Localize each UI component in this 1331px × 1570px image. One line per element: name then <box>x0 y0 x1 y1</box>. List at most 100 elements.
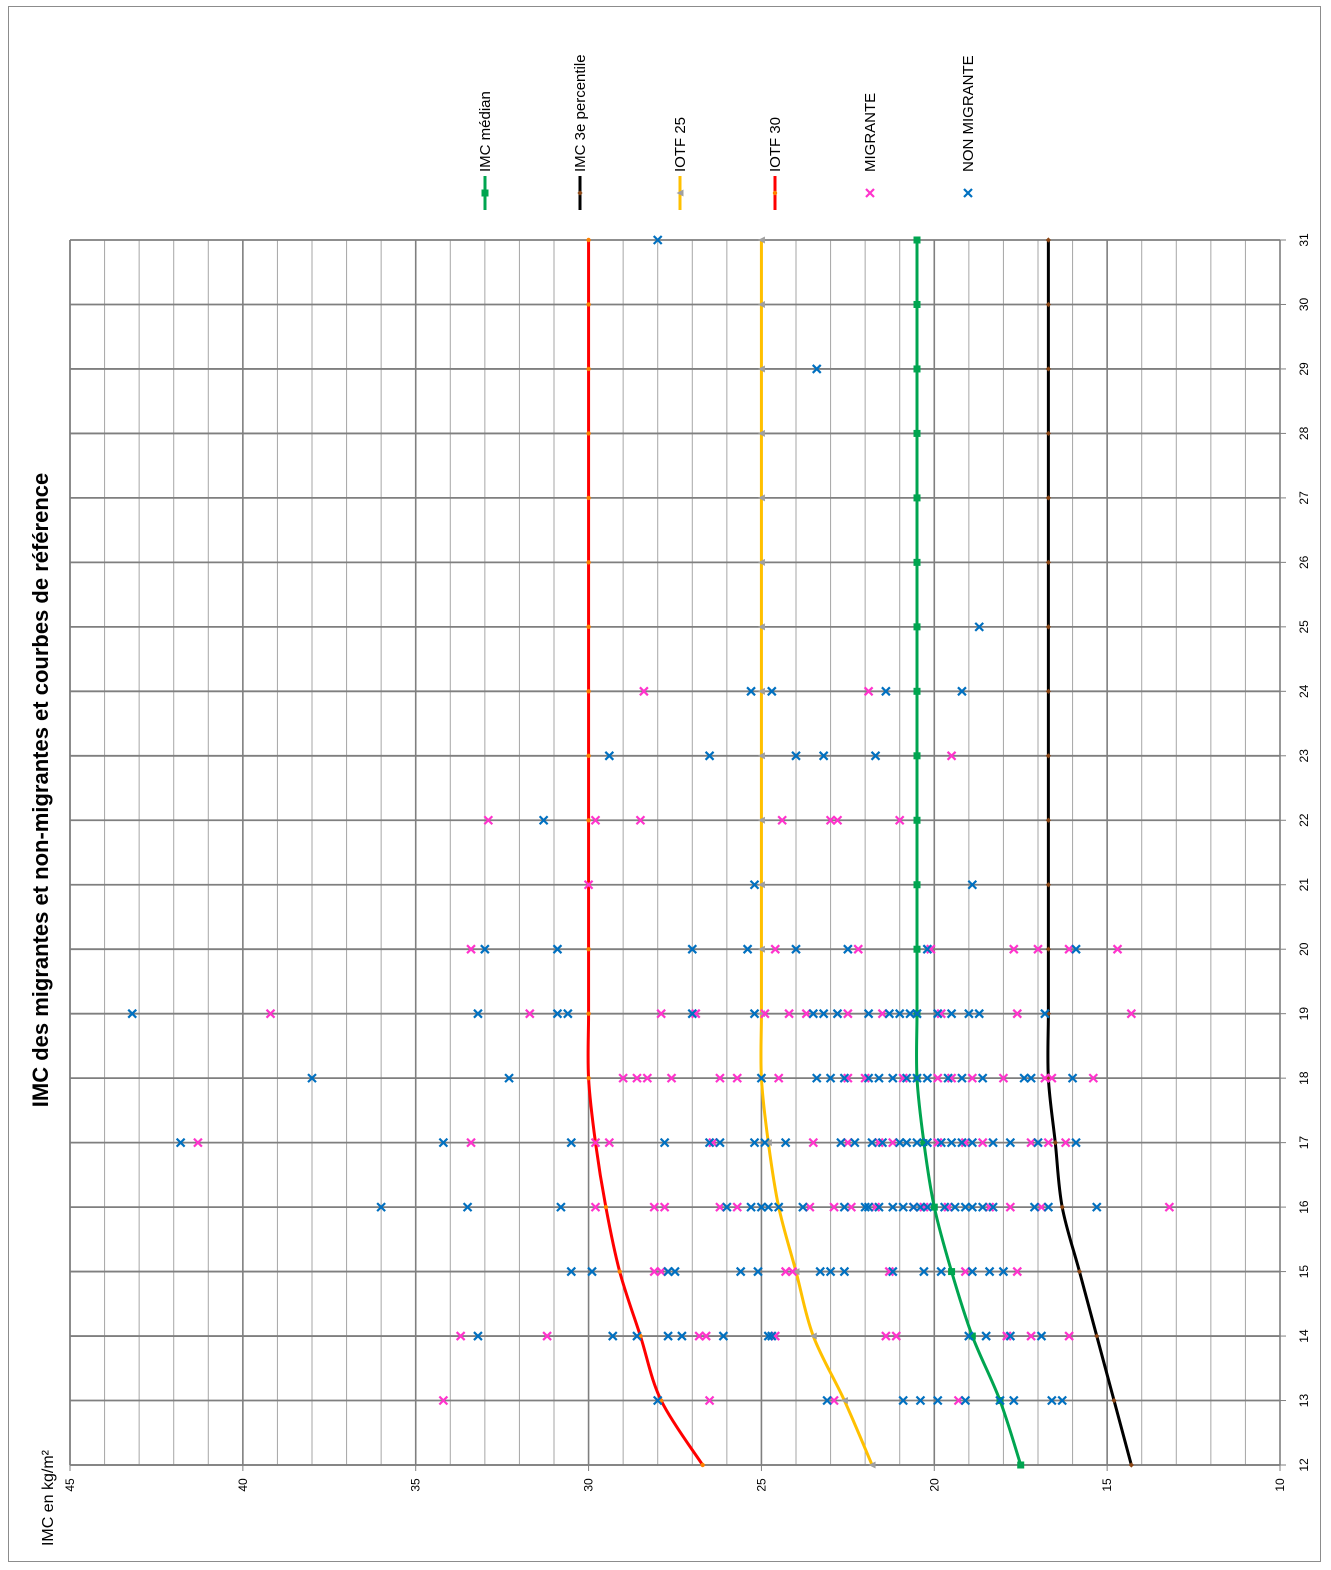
point-iotf-30 <box>586 1011 591 1016</box>
point-non-migrante <box>749 1008 760 1019</box>
point-non-migrante <box>839 1202 850 1212</box>
tick-labels: 12 13 14 15 16 17 18 19 20 21 22 23 24 25 26 27 28 29 30 31… <box>63 233 1311 1492</box>
point-migrante <box>926 944 936 954</box>
legend-marker-imc-3e-percentile <box>577 190 583 196</box>
point-iotf-25 <box>757 687 765 695</box>
point-migrante <box>1033 944 1043 954</box>
point-non-migrante <box>438 1137 449 1148</box>
series-line-imc-3e-percentile <box>1046 240 1133 1466</box>
x-tick-label: 28 <box>1297 426 1311 440</box>
point-non-migrante <box>922 944 933 954</box>
point-non-migrante <box>957 1137 967 1148</box>
point-migrante <box>604 1137 615 1148</box>
point-iotf-25 <box>868 1461 876 1469</box>
point-migrante <box>1009 944 1019 954</box>
point-non-migrante <box>867 1137 877 1148</box>
x-tick-label: 22 <box>1297 813 1311 827</box>
point-non-migrante <box>977 1202 988 1212</box>
legend-marker-migrante <box>865 188 875 198</box>
point-migrante <box>960 1266 971 1277</box>
point-migrante <box>590 1137 601 1148</box>
point-imc-3e-percentile <box>1045 817 1051 823</box>
point-imc-3e-percentile <box>1045 753 1051 759</box>
point-non-migrante <box>894 1008 905 1019</box>
point-non-migrante <box>763 1331 774 1341</box>
x-tick-label: 31 <box>1297 233 1311 247</box>
point-non-migrante <box>670 1266 680 1277</box>
legend-marker-non-migrante <box>963 188 973 198</box>
point-non-migrante <box>967 879 978 890</box>
x-tick-label: 25 <box>1297 620 1311 634</box>
point-non-migrante <box>127 1008 138 1019</box>
point-non-migrante <box>1026 1073 1036 1083</box>
point-migrante <box>583 879 594 890</box>
point-migrante <box>483 815 494 826</box>
point-migrante <box>649 1202 660 1212</box>
point-iotf-25 <box>757 429 765 437</box>
point-non-migrante <box>936 1137 946 1148</box>
point-non-migrante <box>967 1266 978 1277</box>
point-migrante <box>832 815 843 826</box>
point-imc-3e-percentile <box>1045 624 1051 630</box>
point-migrante <box>919 1202 929 1212</box>
point-migrante <box>860 1073 870 1083</box>
x-tick-label: 16 <box>1297 1200 1311 1214</box>
point-non-migrante <box>874 1073 884 1083</box>
point-non-migrante <box>877 1137 888 1148</box>
y-tick-label: 20 <box>927 1478 941 1492</box>
point-migrante <box>829 1202 839 1212</box>
point-non-migrante <box>957 686 967 697</box>
point-migrante <box>877 1008 888 1019</box>
point-migrante <box>1060 1137 1071 1148</box>
point-migrante <box>704 1395 715 1406</box>
point-non-migrante <box>939 1202 950 1212</box>
point-migrante <box>1026 1137 1036 1148</box>
point-migrante <box>694 1331 704 1341</box>
point-non-migrante <box>905 1008 915 1019</box>
x-tick-label: 27 <box>1297 491 1311 505</box>
point-non-migrante <box>1005 1137 1016 1148</box>
point-non-migrante <box>849 1137 860 1148</box>
series-line-imc-m-dian <box>914 240 1023 1466</box>
point-imc-3e-percentile <box>1076 1268 1083 1275</box>
point-iotf-30 <box>586 624 591 630</box>
point-non-migrante <box>912 1008 922 1019</box>
legend: IMC médian IMC 3e percentile IOTF 25 IOTF 3… <box>477 54 977 210</box>
point-non-migrante <box>832 1008 843 1019</box>
point-migrante <box>977 1137 988 1148</box>
point-migrante <box>666 1073 677 1083</box>
point-non-migrante <box>881 686 891 697</box>
series-line-iotf-30 <box>586 240 704 1466</box>
point-iotf-30 <box>586 302 591 307</box>
point-non-migrante <box>860 1202 870 1212</box>
point-non-migrante <box>946 1137 957 1148</box>
point-non-migrante <box>604 751 615 761</box>
x-tick-label: 24 <box>1297 684 1311 698</box>
point-migrante <box>1012 1008 1023 1019</box>
y-tick-label: 35 <box>409 1478 423 1492</box>
point-non-migrante <box>756 1073 767 1083</box>
point-non-migrante <box>538 815 549 826</box>
legend-marker-imc-m-dian <box>481 189 489 197</box>
point-non-migrante <box>981 1331 991 1341</box>
chart-title: IMC des migrantes et non-migrantes et co… <box>28 473 53 1108</box>
point-non-migrante <box>746 1202 756 1212</box>
point-non-migrante <box>884 1008 895 1019</box>
x-tick-label: 14 <box>1297 1329 1311 1343</box>
point-non-migrante <box>946 1008 957 1019</box>
y-tick-label: 25 <box>754 1478 768 1492</box>
point-migrante <box>1002 1331 1012 1341</box>
point-non-migrante <box>974 622 985 632</box>
point-migrante <box>998 1073 1009 1083</box>
point-non-migrante <box>811 1073 822 1083</box>
x-tick-label: 29 <box>1297 362 1311 376</box>
point-non-migrante <box>888 1202 898 1212</box>
point-non-migrante <box>988 1137 998 1148</box>
point-migrante <box>777 815 787 826</box>
point-iotf-25 <box>764 1139 772 1147</box>
point-non-migrante <box>870 751 881 761</box>
point-imc-m-dian <box>913 687 921 695</box>
point-migrante <box>874 1137 884 1148</box>
point-non-migrante <box>922 1202 933 1212</box>
point-non-migrante <box>798 1202 808 1212</box>
